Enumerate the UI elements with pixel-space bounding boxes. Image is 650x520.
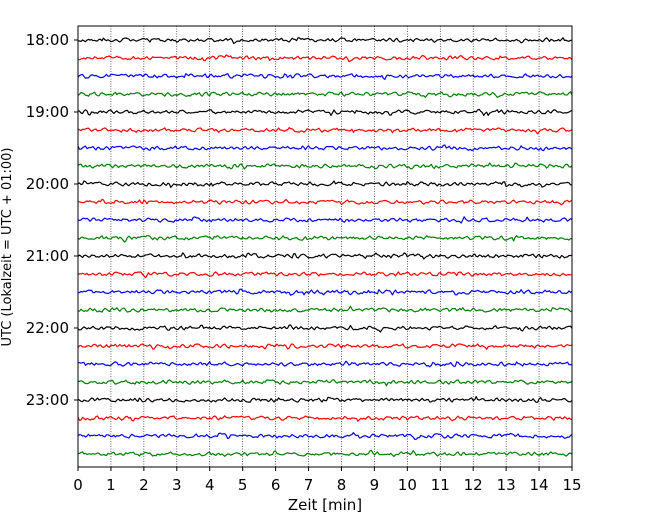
x-tick-label: 14: [530, 476, 549, 494]
x-tick-label: 11: [431, 476, 450, 494]
trace-line: [77, 144, 573, 152]
x-tick-label: 1: [106, 476, 116, 494]
x-tick-label: 8: [337, 476, 347, 494]
trace-line: [77, 305, 573, 313]
x-tick-label: 6: [271, 476, 281, 494]
trace-line: [77, 162, 573, 170]
x-tick-label: 10: [398, 476, 417, 494]
x-tick-label: 2: [139, 476, 149, 494]
x-axis: 0 1 2 3 4 5 6 7 8 9 10 11 12 13 14 15: [73, 467, 582, 494]
y-tick-label: 18:00: [26, 31, 69, 49]
trace-line: [77, 37, 573, 45]
trace-line: [77, 379, 573, 387]
x-tick-label: 0: [73, 476, 83, 494]
trace-line: [77, 91, 573, 98]
x-tick-label: 15: [562, 476, 581, 494]
trace-line: [78, 360, 573, 368]
x-tick-label: 13: [497, 476, 516, 494]
y-tick-label: 23:00: [26, 391, 69, 409]
x-tick-label: 4: [205, 476, 215, 494]
trace-line: [77, 108, 573, 116]
trace-line: [77, 54, 573, 63]
x-tick-label: 12: [464, 476, 483, 494]
plot-frame: [77, 25, 573, 468]
trace-line: [77, 324, 573, 333]
trace-line: [77, 252, 573, 260]
y-tick-label: 22:00: [26, 319, 69, 337]
traces: [77, 37, 573, 458]
trace-line: [77, 198, 573, 206]
trace-line: [77, 415, 573, 422]
trace-line: [77, 432, 573, 440]
trace-line: [77, 127, 573, 135]
trace-line: [77, 73, 573, 80]
trace-line: [77, 271, 572, 279]
trace-line: [77, 235, 573, 243]
trace-line: [77, 216, 573, 224]
grid-lines: [110, 26, 540, 467]
x-tick-label: 3: [172, 476, 182, 494]
trace-line: [77, 288, 573, 296]
trace-line: [77, 449, 573, 458]
x-tick-label: 5: [238, 476, 248, 494]
y-tick-label: 19:00: [26, 103, 69, 121]
y-axis-title: UTC (Lokalzeit = UTC + 01:00): [0, 148, 15, 347]
y-tick-label: 21:00: [26, 247, 69, 265]
trace-line: [77, 180, 573, 188]
trace-line: [77, 343, 573, 350]
y-tick-label: 20:00: [26, 175, 69, 193]
x-axis-title: Zeit [min]: [288, 496, 362, 514]
y-axis: 18:00 19:00 20:00 21:00 22:00 23:00: [26, 31, 78, 409]
trace-line: [77, 396, 573, 403]
x-tick-label: 9: [370, 476, 380, 494]
x-tick-label: 7: [304, 476, 314, 494]
